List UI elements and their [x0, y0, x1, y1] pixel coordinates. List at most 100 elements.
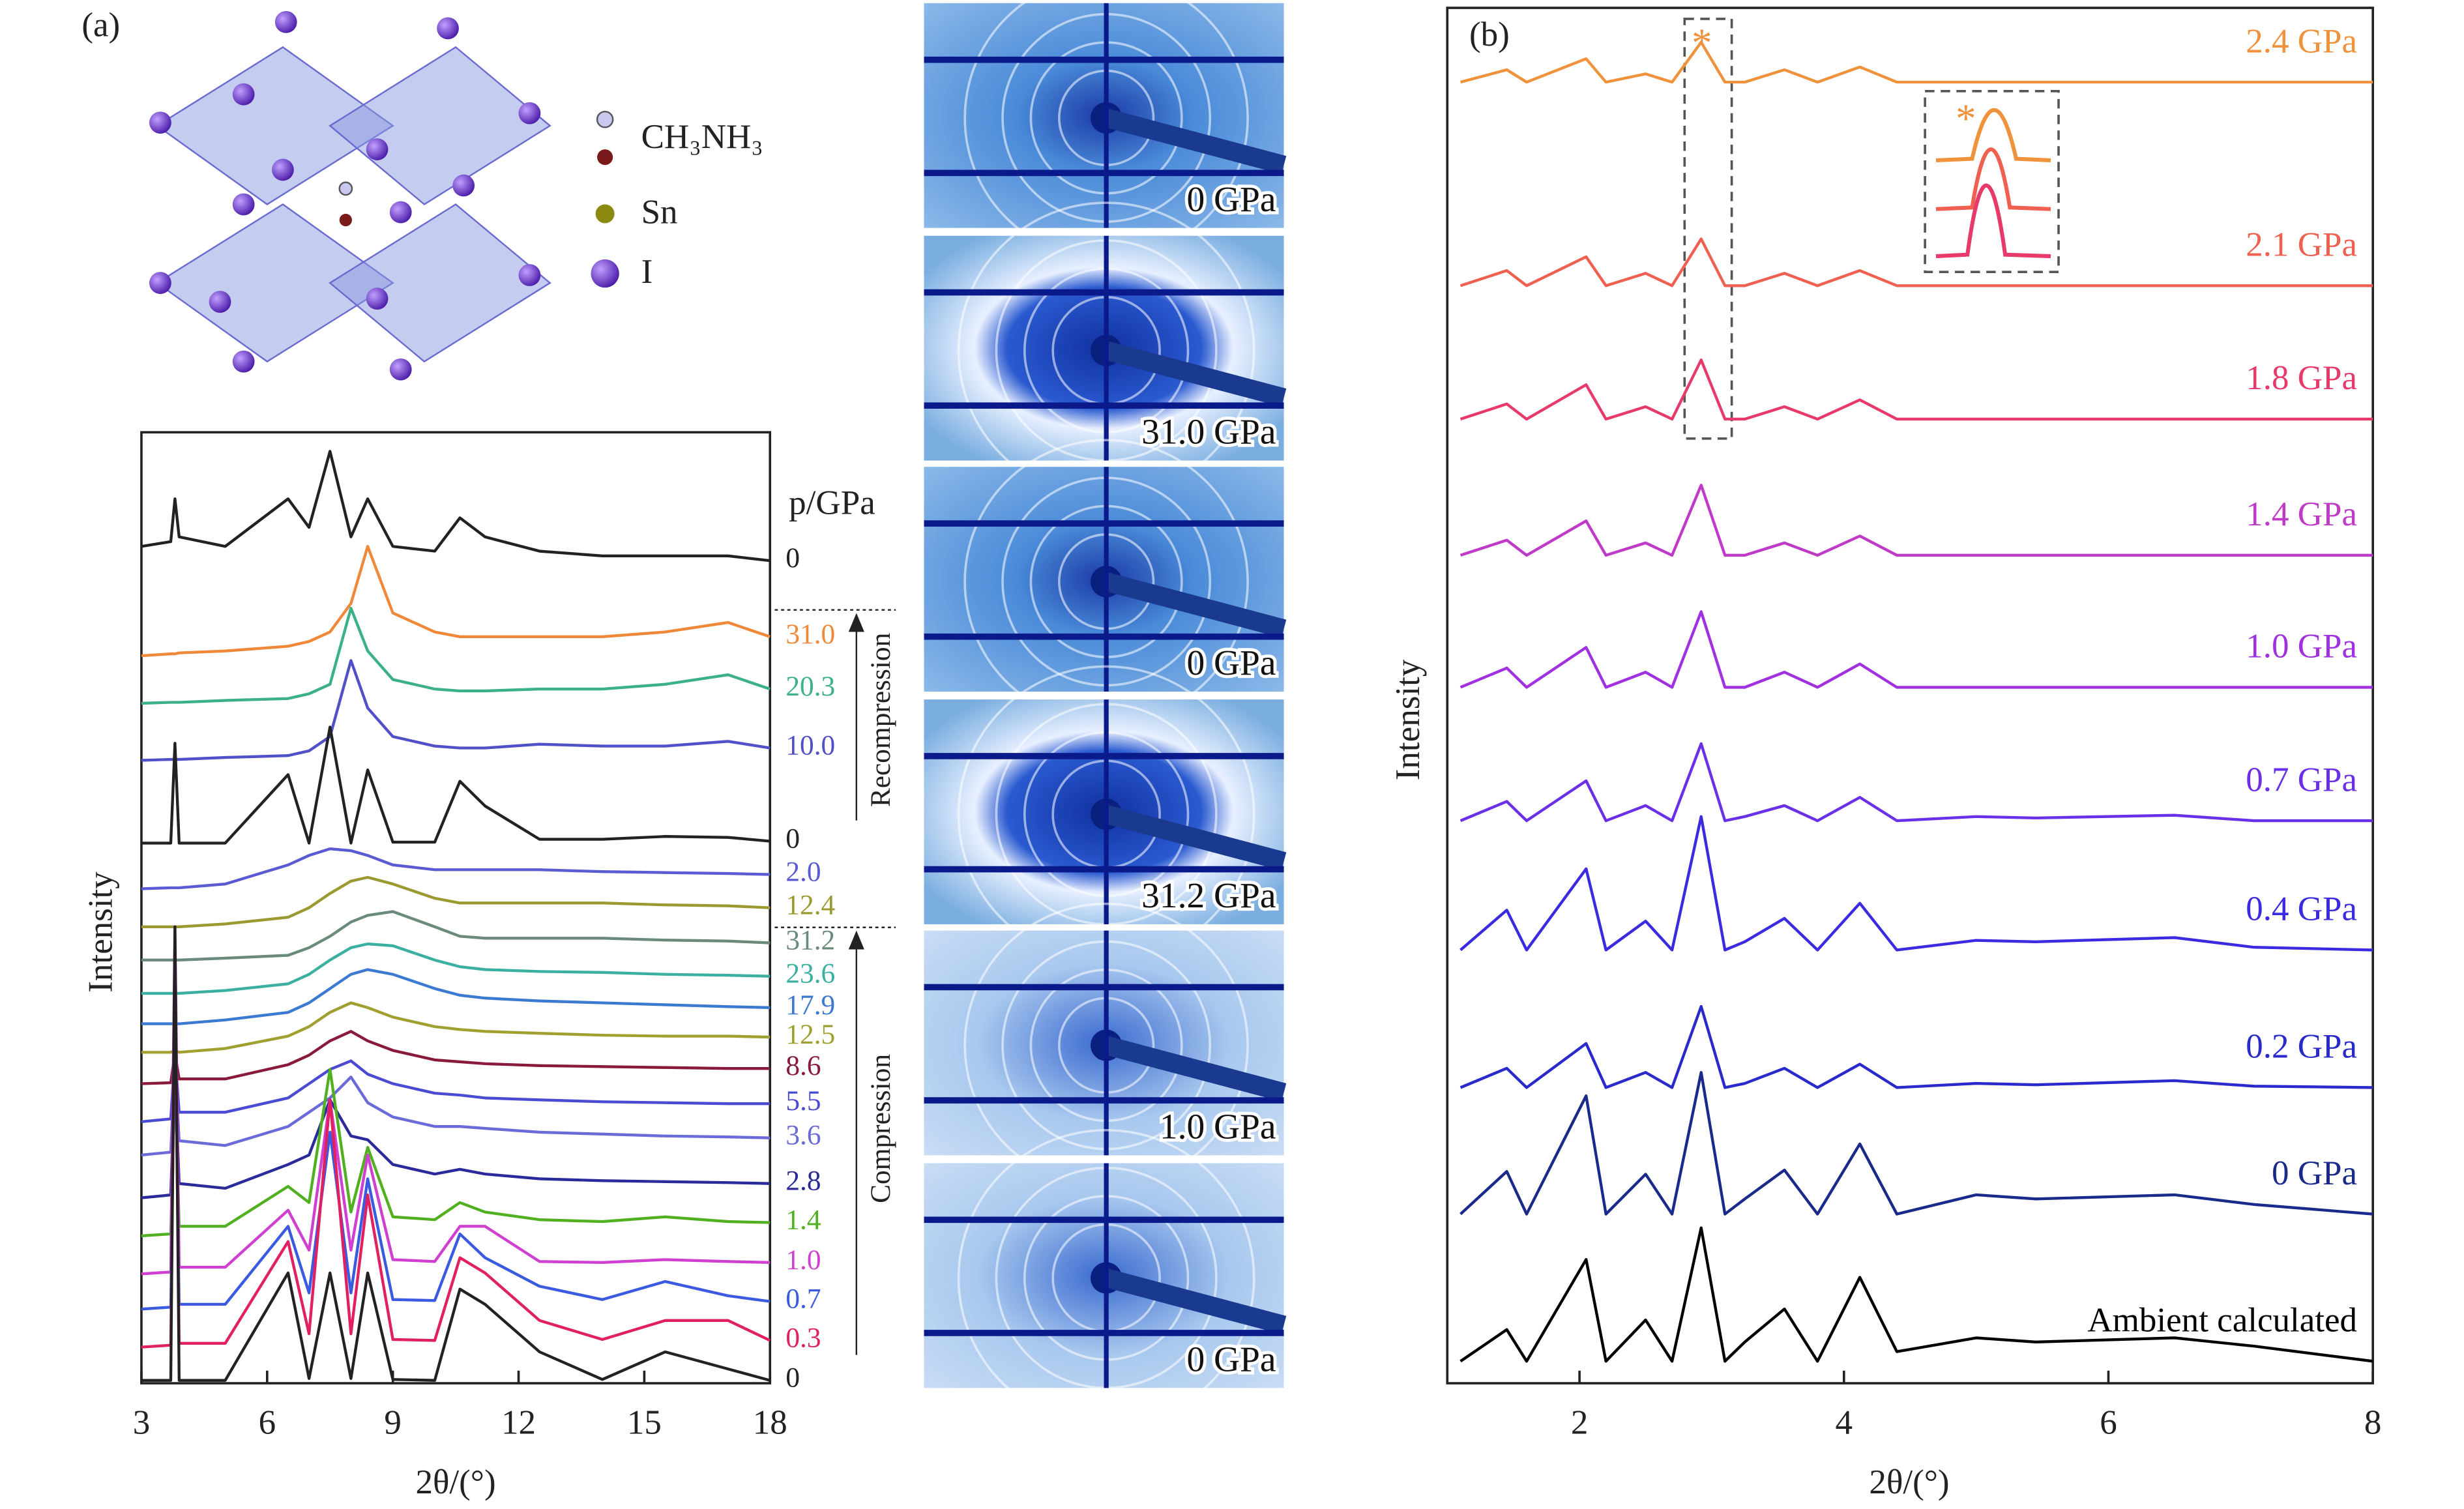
beam-stop — [1104, 1036, 1287, 1102]
series-label: 1.0 GPa — [2246, 628, 2357, 666]
x-tick-label: 9 — [384, 1403, 402, 1441]
annotation: Recompression — [865, 632, 896, 807]
x-tick-label: 8 — [2364, 1403, 2382, 1441]
series-line — [141, 1067, 770, 1199]
series-line — [141, 942, 770, 995]
series-label: 20.3 — [785, 671, 835, 702]
image-label: 0 GPa — [1186, 643, 1276, 682]
series-line — [141, 1030, 770, 1085]
series-line — [141, 659, 770, 762]
image-label: 31.0 GPa — [1141, 412, 1276, 452]
inset-box — [1924, 90, 2060, 273]
series-line — [141, 606, 770, 705]
series-label: 2.0 — [785, 857, 821, 888]
series-label: 5.5 — [785, 1085, 821, 1117]
inset-curve — [1935, 183, 2051, 259]
inset-curve — [1935, 147, 2051, 211]
series-line — [141, 910, 770, 962]
series-label: Ambient calculated — [2087, 1302, 2357, 1340]
series-line — [1459, 40, 2373, 84]
series-label: 1.4 — [785, 1204, 821, 1235]
annotation: p/GPa — [789, 484, 875, 522]
x-tick-label: 3 — [133, 1403, 151, 1441]
series-label: 12.5 — [785, 1019, 835, 1050]
series-line — [141, 925, 770, 1276]
beam-stop — [1104, 1268, 1287, 1334]
series-label: 12.4 — [785, 890, 835, 921]
x-axis-label: 2θ/(°) — [1869, 1463, 1949, 1501]
y-axis-label: Intensity — [1389, 659, 1427, 780]
series-line — [141, 1051, 770, 1124]
arrowhead — [848, 930, 864, 950]
series-label: 3.6 — [785, 1120, 821, 1151]
beam-stop — [1104, 341, 1287, 407]
x-axis-label: 2θ/(°) — [416, 1463, 496, 1501]
series-line — [1459, 237, 2373, 287]
series-label: 1.4 GPa — [2246, 495, 2357, 533]
series-label: 0 — [785, 542, 800, 574]
series-line — [1459, 742, 2373, 823]
x-tick-label: 2 — [1571, 1403, 1589, 1441]
beam-stop — [1104, 572, 1287, 638]
x-tick-label: 6 — [2100, 1403, 2117, 1441]
plot-frame — [1446, 7, 2374, 1384]
series-label: 31.2 — [785, 925, 835, 956]
x-tick-label: 15 — [627, 1403, 662, 1441]
image-label: 0 GPa — [1186, 1339, 1276, 1379]
image-label: 0 GPa — [1186, 179, 1276, 219]
arrowhead — [848, 613, 864, 632]
x-tick-label: 4 — [1836, 1403, 1853, 1441]
legend-entry: I — [641, 253, 653, 291]
series-label: 2.4 GPa — [2246, 22, 2357, 60]
series-line — [141, 725, 770, 845]
annotation: * — [1956, 95, 1976, 141]
series-label: 2.1 GPa — [2246, 226, 2357, 264]
legend-entry: Sn — [641, 194, 678, 231]
crystal-structure: CH₃NH₃ Sn I — [149, 10, 763, 381]
series-label: 0.2 GPa — [2246, 1028, 2357, 1066]
series-label: 0.7 GPa — [2246, 761, 2357, 798]
series-label: 23.6 — [785, 958, 835, 989]
series-line — [1459, 1071, 2373, 1216]
series-label: 0 GPa — [2272, 1154, 2357, 1192]
series-label: 0.3 — [785, 1322, 821, 1353]
series-line — [1459, 610, 2373, 689]
legend-entry: CH₃NH₃ — [641, 118, 763, 156]
series-label: 0.4 GPa — [2246, 890, 2357, 928]
highlight-box — [1683, 18, 1733, 440]
series-label: 31.0 — [785, 619, 835, 650]
series-line — [1459, 359, 2373, 421]
series-label: 1.0 — [785, 1244, 821, 1276]
series-line — [1459, 1004, 2373, 1089]
series-line — [141, 450, 770, 563]
series-label: 0 — [785, 1362, 800, 1394]
x-tick-label: 18 — [753, 1403, 787, 1441]
panel-label: (b) — [1469, 16, 1510, 53]
series-label: 2.8 — [785, 1165, 821, 1197]
image-label: 1.0 GPa — [1160, 1107, 1276, 1147]
diffraction-images: 0 GPa 31.0 GPa 0 GPa 31.2 GPa 1.0 GPa 0 GPa — [924, 0, 1287, 1428]
series-line — [141, 925, 770, 1382]
series-line — [1459, 484, 2373, 557]
series-label: 1.8 GPa — [2246, 359, 2357, 397]
image-label: 31.2 GPa — [1141, 875, 1276, 915]
plot-frame — [140, 431, 772, 1384]
series-label: 17.9 — [785, 989, 835, 1021]
series-line — [141, 1001, 770, 1054]
series-line — [141, 968, 770, 1025]
series-label: 8.6 — [785, 1050, 821, 1081]
series-label: 10.0 — [785, 729, 835, 761]
series-label: 0.7 — [785, 1283, 821, 1315]
beam-stop — [1104, 108, 1287, 175]
series-line — [141, 1059, 770, 1157]
beam-stop — [1104, 805, 1287, 871]
series-line — [1459, 1226, 2373, 1363]
series-label: 0 — [785, 823, 800, 854]
ring — [957, 1129, 1255, 1428]
y-axis-label: Intensity — [81, 872, 119, 993]
x-tick-label: 12 — [501, 1403, 536, 1441]
annotation: Compression — [865, 1054, 896, 1203]
series-line — [141, 847, 770, 890]
